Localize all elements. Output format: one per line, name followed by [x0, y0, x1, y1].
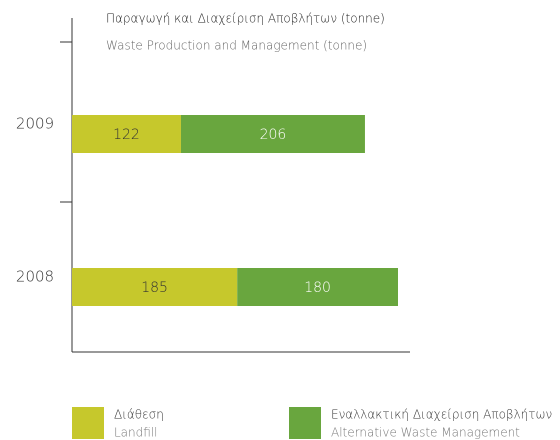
category-label: 2009	[16, 115, 54, 133]
legend-label: Διάθεση	[114, 408, 164, 422]
value-label: 180	[304, 280, 331, 296]
chart-title: Παραγωγή και Διαχείριση Αποβλήτων (tonne…	[106, 12, 385, 26]
chart-subtitle: Waste Production and Management (tonne)	[106, 39, 367, 53]
legend-swatch	[72, 407, 104, 439]
legend-swatch	[289, 407, 321, 439]
bar-segment	[237, 268, 398, 306]
value-label: 185	[141, 280, 168, 296]
bar-segment	[72, 268, 238, 306]
value-label: 206	[260, 127, 287, 143]
legend-label-en: Alternative Waste Management	[331, 426, 520, 440]
category-label: 2008	[16, 268, 54, 286]
bar-segment	[72, 115, 181, 153]
bar-segment	[180, 115, 365, 153]
legend-label: Εναλλακτική Διαχείριση Αποβλήτων	[331, 408, 552, 422]
value-label: 122	[113, 127, 140, 143]
legend-label-en: Landfill	[114, 426, 158, 440]
